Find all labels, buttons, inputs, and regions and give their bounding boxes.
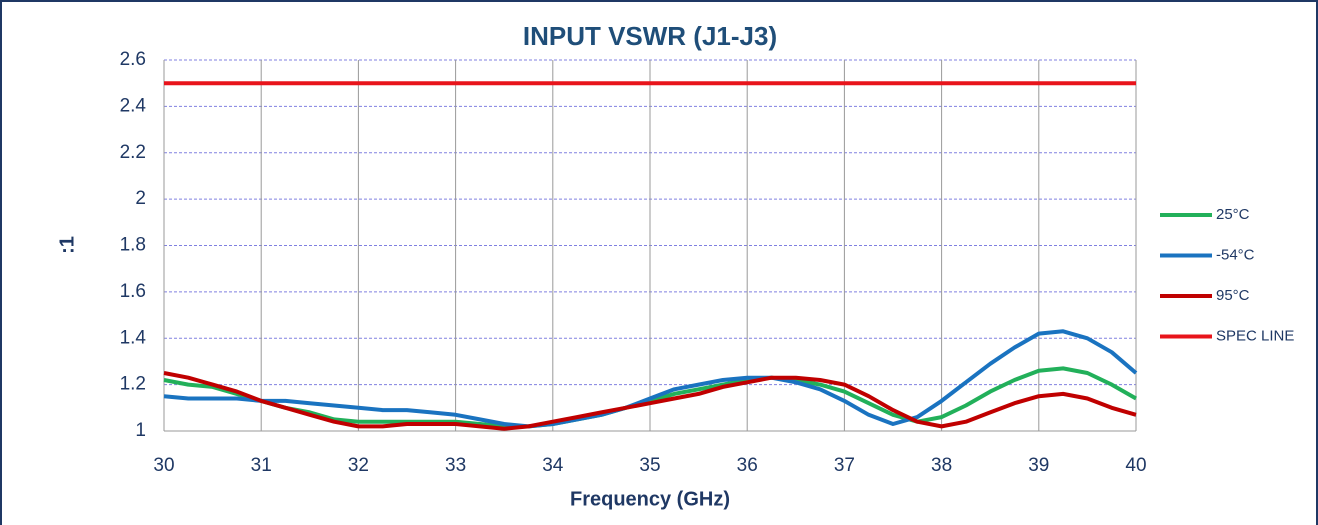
x-tick-label: 39 (1028, 455, 1049, 476)
y-tick-label: 1.6 (120, 281, 146, 302)
y-tick-label: 2.6 (120, 49, 146, 70)
legend-label: 95°C (1216, 287, 1250, 304)
x-axis-title: Frequency (GHz) (570, 488, 730, 510)
series-line (163, 371, 1137, 431)
x-tick-label: 32 (348, 455, 369, 476)
x-tick-label: 31 (251, 455, 272, 476)
x-tick-label: 36 (737, 455, 758, 476)
chart-title: INPUT VSWR (J1-J3) (523, 21, 777, 51)
series-line (163, 329, 1138, 429)
y-axis-title: :1 (56, 236, 78, 254)
x-tick-label: 33 (445, 455, 466, 476)
legend-label: SPEC LINE (1216, 327, 1294, 344)
x-tick-label: 35 (639, 455, 660, 476)
y-tick-label: 2.4 (120, 95, 147, 116)
x-tick-label: 38 (931, 455, 952, 476)
x-tick-label: 30 (153, 455, 174, 476)
y-tick-label: 2.2 (120, 142, 146, 163)
y-tick-label: 1.4 (120, 327, 147, 348)
x-tick-label: 34 (542, 455, 564, 476)
series-line (163, 366, 1137, 429)
legend-label: -54°C (1216, 246, 1255, 263)
y-tick-label: 1 (135, 420, 146, 441)
y-tick-label: 1.2 (120, 374, 146, 395)
legend-label: 25°C (1216, 206, 1250, 223)
y-tick-label: 1.8 (120, 235, 146, 256)
x-tick-label: 37 (834, 455, 855, 476)
y-tick-label: 2 (135, 188, 146, 209)
x-tick-label: 40 (1125, 455, 1146, 476)
